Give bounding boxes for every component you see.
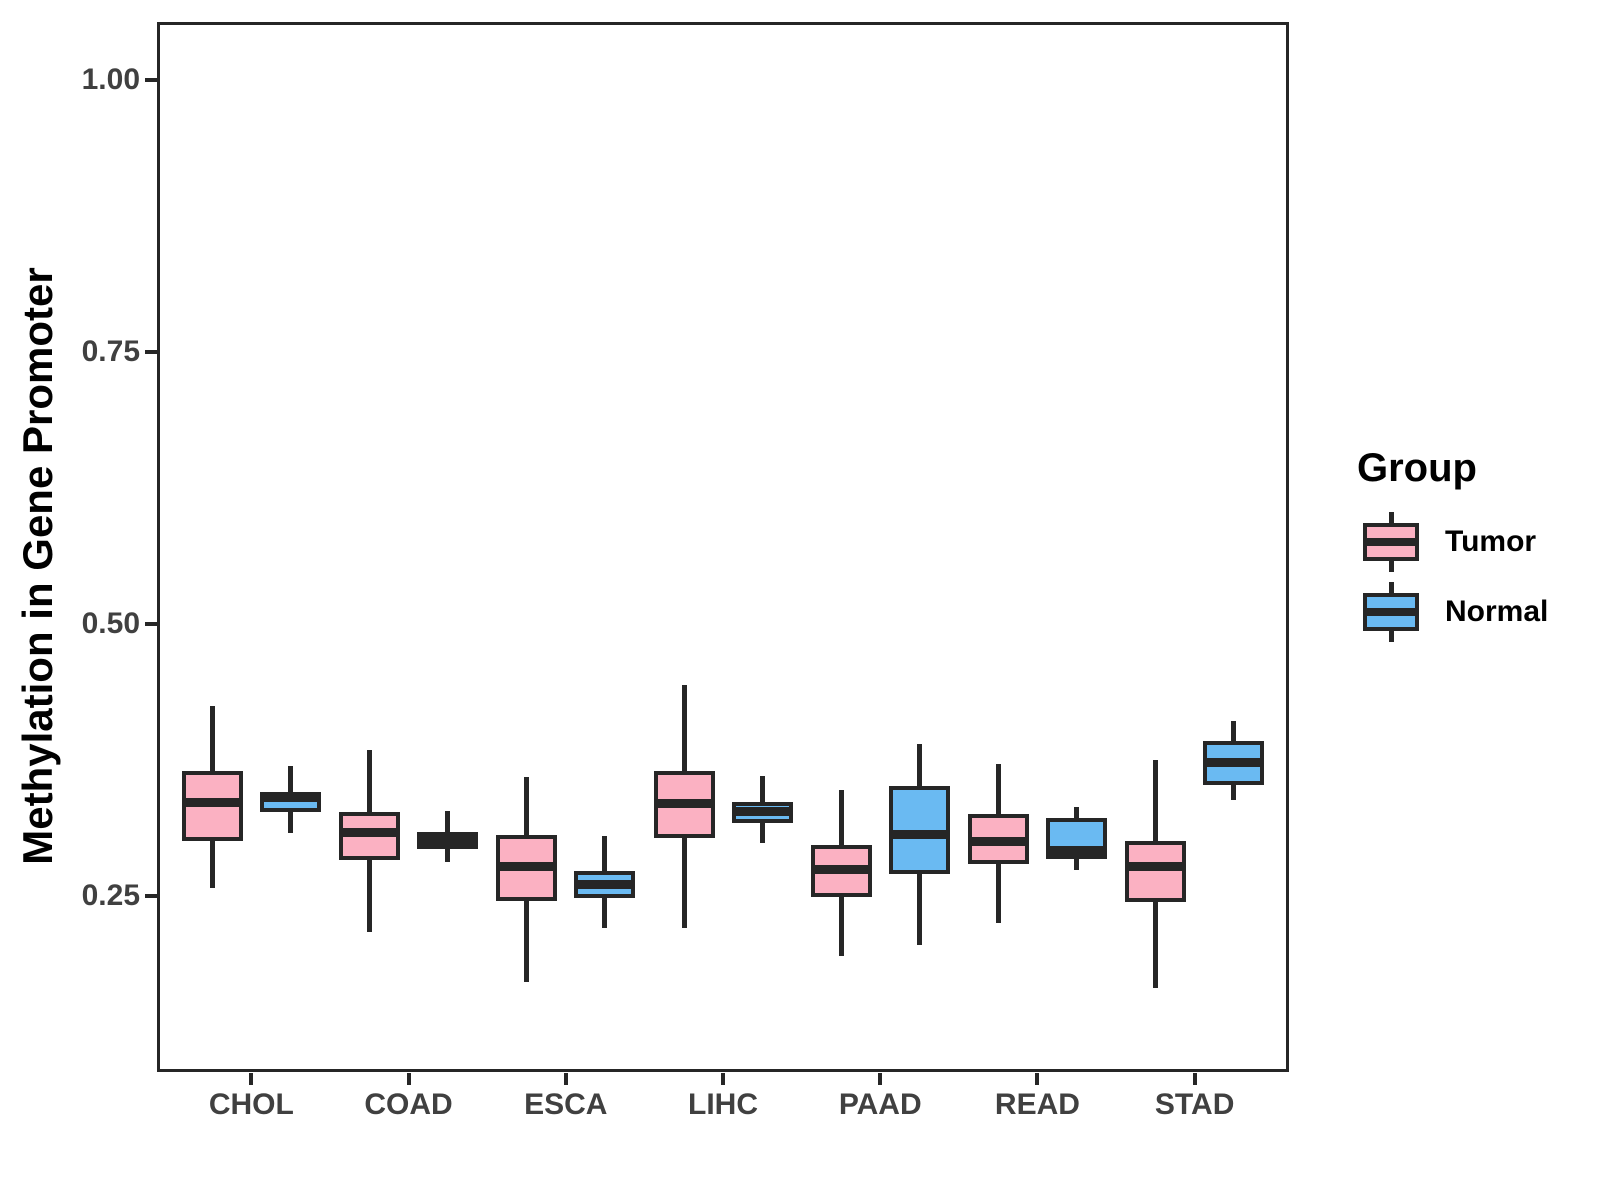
- y-tick-label: 0.25: [81, 878, 140, 912]
- x-tick-label-esca: ESCA: [524, 1088, 608, 1121]
- box-normal-paad: [888, 785, 950, 874]
- legend-label-tumor: Tumor: [1445, 525, 1537, 558]
- x-tick-mark: [1192, 1073, 1197, 1085]
- y-axis-title: Methylation in Gene Promoter: [14, 267, 61, 865]
- median-tumor-stad: [1125, 861, 1187, 871]
- x-tick-label-read: READ: [994, 1088, 1080, 1121]
- x-tick-mark: [563, 1073, 568, 1085]
- legend-item-tumor: Tumor: [1363, 512, 1600, 572]
- median-normal-esca: [574, 880, 636, 890]
- y-tick-mark: [145, 77, 157, 82]
- median-normal-paad: [888, 830, 950, 840]
- x-tick-mark: [1035, 1073, 1040, 1085]
- median-tumor-paad: [810, 865, 872, 875]
- x-tick-mark: [721, 1073, 725, 1085]
- normal-boxplot-key-icon: [1363, 582, 1419, 642]
- x-tick-label-chol: CHOL: [208, 1088, 294, 1121]
- x-tick-label-lihc: LIHC: [688, 1088, 758, 1121]
- legend-title: Group: [1357, 446, 1477, 490]
- key-median: [1363, 608, 1419, 616]
- y-tick-mark: [145, 893, 157, 898]
- median-tumor-read: [967, 836, 1029, 846]
- plot-panel: [157, 22, 1289, 1072]
- y-tick-mark: [145, 621, 157, 626]
- x-tick-mark: [249, 1073, 254, 1085]
- x-tick-label-coad: COAD: [364, 1088, 453, 1121]
- legend-item-normal: Normal: [1363, 582, 1600, 642]
- legend-label-normal: Normal: [1445, 595, 1549, 628]
- y-tick-label: 1.00: [81, 62, 140, 96]
- median-tumor-coad: [339, 828, 401, 838]
- median-tumor-chol: [181, 797, 243, 807]
- median-normal-stad: [1203, 758, 1265, 768]
- x-tick-mark: [878, 1073, 883, 1085]
- y-tick-label: 0.75: [81, 334, 140, 368]
- y-tick-mark: [145, 349, 157, 354]
- box-tumor-stad: [1125, 841, 1187, 903]
- x-tick-label-stad: STAD: [1154, 1088, 1235, 1121]
- median-normal-read: [1045, 845, 1107, 855]
- key-median: [1363, 538, 1419, 546]
- median-normal-lihc: [731, 807, 793, 817]
- median-tumor-lihc: [653, 798, 715, 808]
- median-normal-chol: [259, 793, 321, 803]
- median-normal-coad: [417, 835, 479, 845]
- x-tick-mark: [406, 1073, 411, 1085]
- y-tick-label: 0.50: [81, 606, 140, 640]
- x-tick-label-paad: PAAD: [838, 1088, 922, 1121]
- tumor-boxplot-key-icon: [1363, 512, 1419, 572]
- median-tumor-esca: [496, 861, 558, 871]
